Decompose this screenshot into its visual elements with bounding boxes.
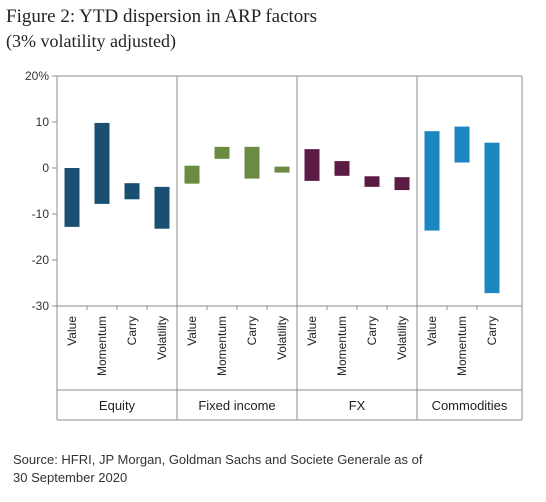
title-line-2: (3% volatility adjusted): [6, 31, 176, 51]
category-label: Value: [185, 316, 199, 346]
range-bar: [304, 149, 320, 181]
category-label: Value: [305, 316, 319, 346]
category-label: Value: [425, 316, 439, 346]
source-line-1: Source: HFRI, JP Morgan, Goldman Sachs a…: [13, 452, 423, 467]
range-bar: [274, 166, 290, 173]
range-bar: [454, 126, 470, 163]
range-bar: [394, 177, 410, 191]
range-bar: [364, 176, 380, 187]
group-label: Commodities: [432, 398, 508, 413]
y-tick-label: -20: [32, 253, 50, 267]
y-tick-label: 10: [36, 115, 50, 129]
category-label: Volatility: [395, 316, 409, 360]
category-label: Carry: [245, 316, 259, 345]
y-tick-label: 0: [42, 161, 49, 175]
range-bar: [124, 183, 140, 200]
group-label: FX: [349, 398, 366, 413]
category-label: Momentum: [335, 316, 349, 376]
group-label: Fixed income: [198, 398, 275, 413]
title-line-1: Figure 2: YTD dispersion in ARP factors: [6, 6, 318, 27]
y-tick-label: 20%: [25, 69, 49, 83]
arp-dispersion-chart: 20% 10 0 -10 -20 -30 Value Momentum Carry Volatil…: [25, 69, 523, 421]
category-label: Momentum: [95, 316, 109, 376]
range-bar: [154, 186, 170, 229]
range-bar: [214, 146, 230, 159]
y-tick-label: -10: [32, 207, 50, 221]
source-note: Source: HFRI, JP Morgan, Goldman Sachs a…: [13, 451, 533, 487]
y-tick-label: -30: [32, 299, 50, 313]
source-line-2: 30 September 2020: [13, 470, 128, 485]
category-label: Volatility: [275, 316, 289, 360]
category-label: Volatility: [155, 316, 169, 360]
range-bar: [244, 146, 260, 179]
category-label: Carry: [485, 316, 499, 345]
chart-title: Figure 2: YTD dispersion in ARP factors …: [6, 4, 536, 54]
category-label: Momentum: [455, 316, 469, 376]
category-label: Momentum: [215, 316, 229, 376]
group-label: Equity: [99, 398, 136, 413]
range-bar: [334, 161, 350, 176]
range-bar: [94, 122, 110, 204]
category-label: Value: [65, 316, 79, 346]
range-bar: [424, 131, 440, 231]
range-bar: [184, 165, 200, 184]
category-label: Carry: [125, 316, 139, 345]
range-bar: [64, 168, 80, 227]
category-label: Carry: [365, 316, 379, 345]
range-bar: [484, 142, 500, 294]
